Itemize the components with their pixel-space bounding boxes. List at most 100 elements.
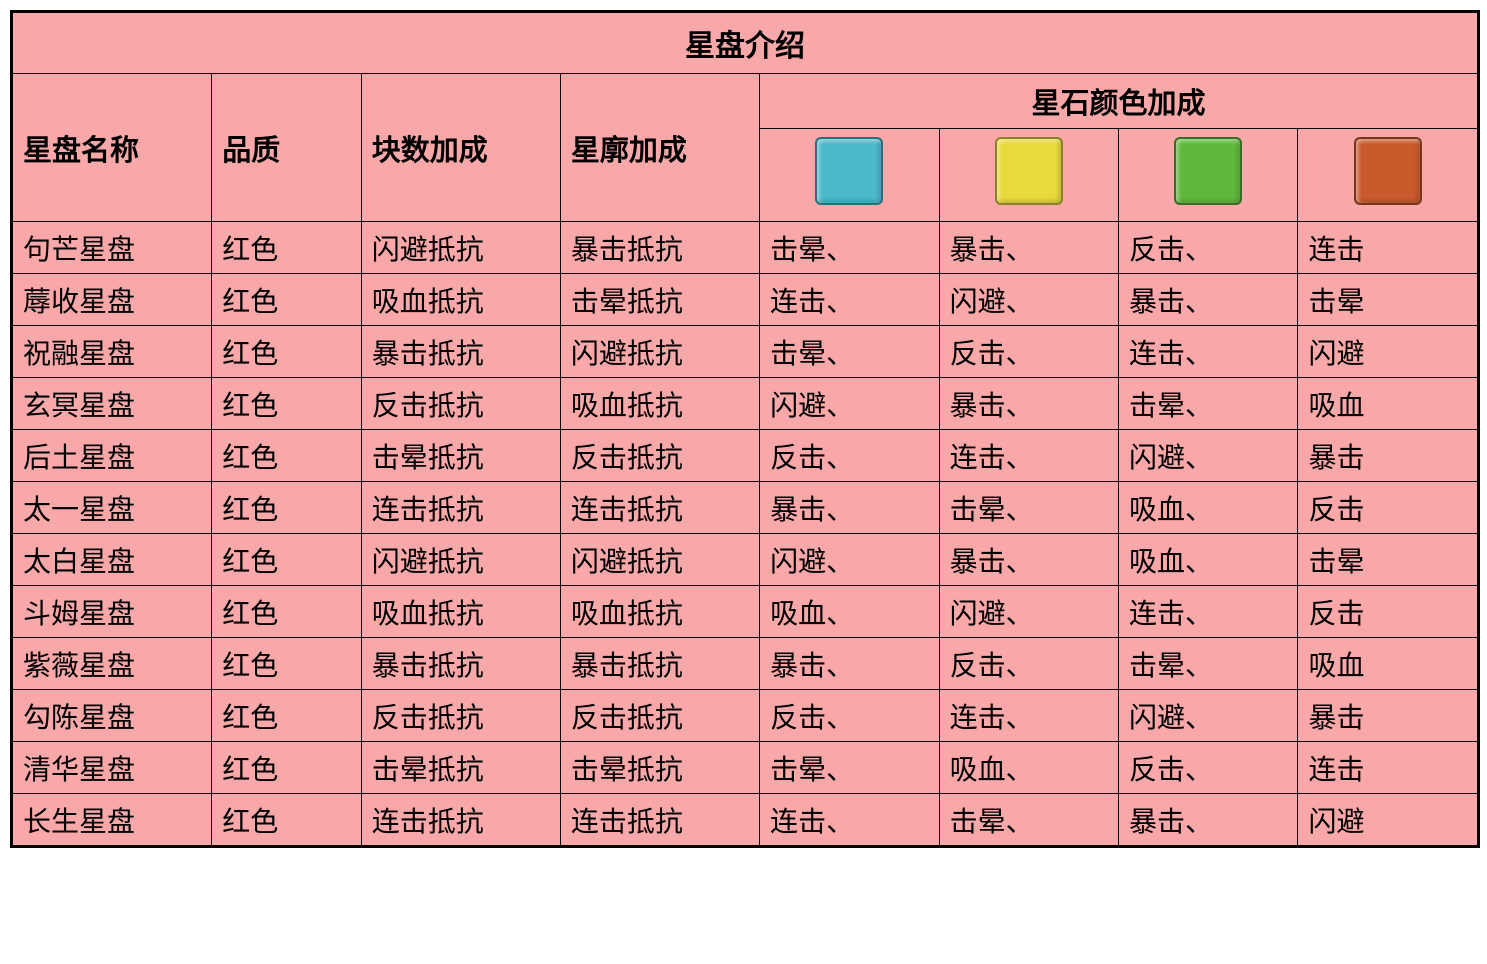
cell-color-3: 闪避、 — [1119, 690, 1298, 742]
cell-color-3: 吸血、 — [1119, 482, 1298, 534]
table-row: 斗姆星盘红色吸血抵抗吸血抵抗吸血、闪避、连击、反击 — [13, 586, 1478, 638]
cell-quality: 红色 — [212, 690, 361, 742]
cell-name: 勾陈星盘 — [13, 690, 212, 742]
cell-outline-bonus: 暴击抵抗 — [560, 222, 759, 274]
cell-color-3: 暴击、 — [1119, 794, 1298, 846]
cell-block-bonus: 反击抵抗 — [361, 378, 560, 430]
cell-color-2: 暴击、 — [939, 534, 1118, 586]
cell-color-3: 反击、 — [1119, 222, 1298, 274]
cell-color-2: 击晕、 — [939, 794, 1118, 846]
cell-color-3: 击晕、 — [1119, 638, 1298, 690]
cell-color-2: 击晕、 — [939, 482, 1118, 534]
cell-color-1: 闪避、 — [760, 534, 939, 586]
table-row: 玄冥星盘红色反击抵抗吸血抵抗闪避、暴击、击晕、吸血 — [13, 378, 1478, 430]
cell-color-1: 连击、 — [760, 274, 939, 326]
table-row: 长生星盘红色连击抵抗连击抵抗连击、击晕、暴击、闪避 — [13, 794, 1478, 846]
cell-quality: 红色 — [212, 430, 361, 482]
cell-color-3: 暴击、 — [1119, 274, 1298, 326]
cell-block-bonus: 击晕抵抗 — [361, 430, 560, 482]
cell-outline-bonus: 吸血抵抗 — [560, 378, 759, 430]
cell-outline-bonus: 击晕抵抗 — [560, 742, 759, 794]
cell-color-2: 吸血、 — [939, 742, 1118, 794]
cell-color-1: 击晕、 — [760, 222, 939, 274]
cell-name: 祝融星盘 — [13, 326, 212, 378]
cell-quality: 红色 — [212, 742, 361, 794]
cell-color-3: 连击、 — [1119, 326, 1298, 378]
cell-color-4: 吸血 — [1298, 638, 1478, 690]
cell-quality: 红色 — [212, 222, 361, 274]
cell-block-bonus: 暴击抵抗 — [361, 638, 560, 690]
astrolabe-table: 星盘介绍 星盘名称 品质 块数加成 星廓加成 星石颜色加成 句芒星盘红色闪避抵抗… — [12, 12, 1478, 846]
cell-color-1: 连击、 — [760, 794, 939, 846]
cell-outline-bonus: 闪避抵抗 — [560, 326, 759, 378]
cell-quality: 红色 — [212, 638, 361, 690]
cell-color-2: 反击、 — [939, 638, 1118, 690]
cell-color-1: 暴击、 — [760, 638, 939, 690]
cell-outline-bonus: 连击抵抗 — [560, 482, 759, 534]
cell-name: 后土星盘 — [13, 430, 212, 482]
table-row: 清华星盘红色击晕抵抗击晕抵抗击晕、吸血、反击、连击 — [13, 742, 1478, 794]
header-color-bonus: 星石颜色加成 — [760, 74, 1478, 129]
cell-name: 斗姆星盘 — [13, 586, 212, 638]
cell-color-4: 反击 — [1298, 586, 1478, 638]
cell-outline-bonus: 击晕抵抗 — [560, 274, 759, 326]
header-row-1: 星盘名称 品质 块数加成 星廓加成 星石颜色加成 — [13, 74, 1478, 129]
cell-color-4: 连击 — [1298, 222, 1478, 274]
cell-outline-bonus: 反击抵抗 — [560, 430, 759, 482]
table-row: 蓐收星盘红色吸血抵抗击晕抵抗连击、闪避、暴击、击晕 — [13, 274, 1478, 326]
cell-name: 清华星盘 — [13, 742, 212, 794]
blue-swatch-icon — [815, 137, 883, 205]
cell-block-bonus: 吸血抵抗 — [361, 586, 560, 638]
table-row: 太一星盘红色连击抵抗连击抵抗暴击、击晕、吸血、反击 — [13, 482, 1478, 534]
cell-name: 蓐收星盘 — [13, 274, 212, 326]
cell-color-1: 反击、 — [760, 430, 939, 482]
swatch-cell-green — [1119, 129, 1298, 222]
cell-color-1: 击晕、 — [760, 742, 939, 794]
cell-outline-bonus: 闪避抵抗 — [560, 534, 759, 586]
table-row: 勾陈星盘红色反击抵抗反击抵抗反击、连击、闪避、暴击 — [13, 690, 1478, 742]
green-swatch-icon — [1174, 137, 1242, 205]
cell-outline-bonus: 暴击抵抗 — [560, 638, 759, 690]
cell-name: 太一星盘 — [13, 482, 212, 534]
cell-quality: 红色 — [212, 794, 361, 846]
cell-outline-bonus: 吸血抵抗 — [560, 586, 759, 638]
cell-name: 紫薇星盘 — [13, 638, 212, 690]
swatch-cell-blue — [760, 129, 939, 222]
cell-block-bonus: 反击抵抗 — [361, 690, 560, 742]
cell-block-bonus: 暴击抵抗 — [361, 326, 560, 378]
table-row: 后土星盘红色击晕抵抗反击抵抗反击、连击、闪避、暴击 — [13, 430, 1478, 482]
cell-color-4: 击晕 — [1298, 534, 1478, 586]
cell-color-3: 击晕、 — [1119, 378, 1298, 430]
table-row: 句芒星盘红色闪避抵抗暴击抵抗击晕、暴击、反击、连击 — [13, 222, 1478, 274]
title-row: 星盘介绍 — [13, 13, 1478, 74]
swatch-cell-yellow — [939, 129, 1118, 222]
cell-color-4: 暴击 — [1298, 430, 1478, 482]
header-block-bonus: 块数加成 — [361, 74, 560, 222]
cell-block-bonus: 闪避抵抗 — [361, 534, 560, 586]
cell-color-1: 反击、 — [760, 690, 939, 742]
cell-color-4: 连击 — [1298, 742, 1478, 794]
cell-block-bonus: 吸血抵抗 — [361, 274, 560, 326]
cell-quality: 红色 — [212, 326, 361, 378]
cell-outline-bonus: 连击抵抗 — [560, 794, 759, 846]
cell-block-bonus: 闪避抵抗 — [361, 222, 560, 274]
cell-color-4: 暴击 — [1298, 690, 1478, 742]
cell-quality: 红色 — [212, 586, 361, 638]
cell-color-4: 击晕 — [1298, 274, 1478, 326]
cell-color-2: 反击、 — [939, 326, 1118, 378]
cell-color-1: 击晕、 — [760, 326, 939, 378]
header-name: 星盘名称 — [13, 74, 212, 222]
cell-quality: 红色 — [212, 482, 361, 534]
cell-color-2: 闪避、 — [939, 274, 1118, 326]
cell-quality: 红色 — [212, 534, 361, 586]
cell-color-3: 连击、 — [1119, 586, 1298, 638]
cell-quality: 红色 — [212, 274, 361, 326]
cell-color-1: 闪避、 — [760, 378, 939, 430]
cell-quality: 红色 — [212, 378, 361, 430]
header-quality: 品质 — [212, 74, 361, 222]
yellow-swatch-icon — [995, 137, 1063, 205]
cell-color-2: 暴击、 — [939, 222, 1118, 274]
table-title: 星盘介绍 — [13, 13, 1478, 74]
cell-color-4: 反击 — [1298, 482, 1478, 534]
cell-color-3: 闪避、 — [1119, 430, 1298, 482]
